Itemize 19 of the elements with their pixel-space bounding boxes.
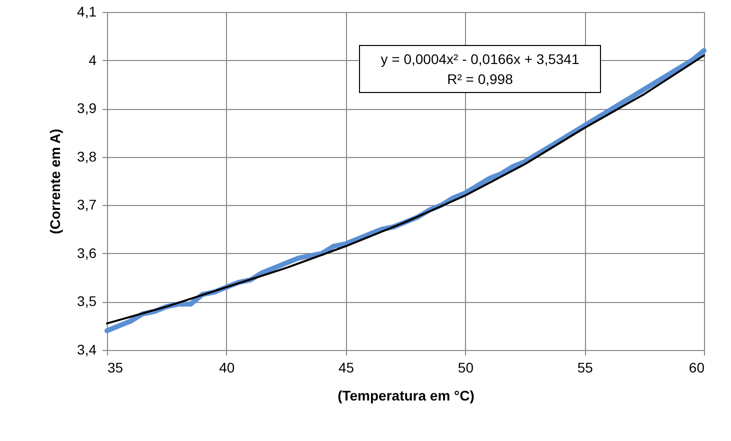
- y-tick-label: 3,6: [77, 244, 97, 261]
- y-tick-label: 4: [88, 52, 97, 68]
- x-tick-label: 50: [458, 360, 474, 376]
- y-tick-label: 3,8: [77, 148, 97, 164]
- y-axis-title: (Corrente em A): [47, 128, 64, 234]
- y-tick-label: 3,5: [77, 293, 97, 310]
- x-tick-label: 60: [688, 360, 705, 376]
- y-tick-label: 3,4: [77, 342, 97, 358]
- x-tick-label: 35: [108, 360, 124, 376]
- x-tick-label: 45: [338, 360, 354, 376]
- x-axis-title: (Temperatura em °C): [338, 388, 474, 404]
- annotation: y = 0,0004x² - 0,0166x + 3,5341: [380, 50, 580, 69]
- y-tick-label: 3,9: [77, 100, 97, 116]
- x-tick-label: 40: [219, 360, 235, 376]
- equation-box: y = 0,0004x² - 0,0166x + 3,5341 R² = 0,998: [359, 45, 601, 93]
- annotation: R² = 0,998: [446, 70, 514, 89]
- x-tick-label: 55: [577, 360, 594, 376]
- y-tick-label: 3,7: [77, 196, 97, 213]
- y-tick-label: 4,1: [77, 4, 97, 20]
